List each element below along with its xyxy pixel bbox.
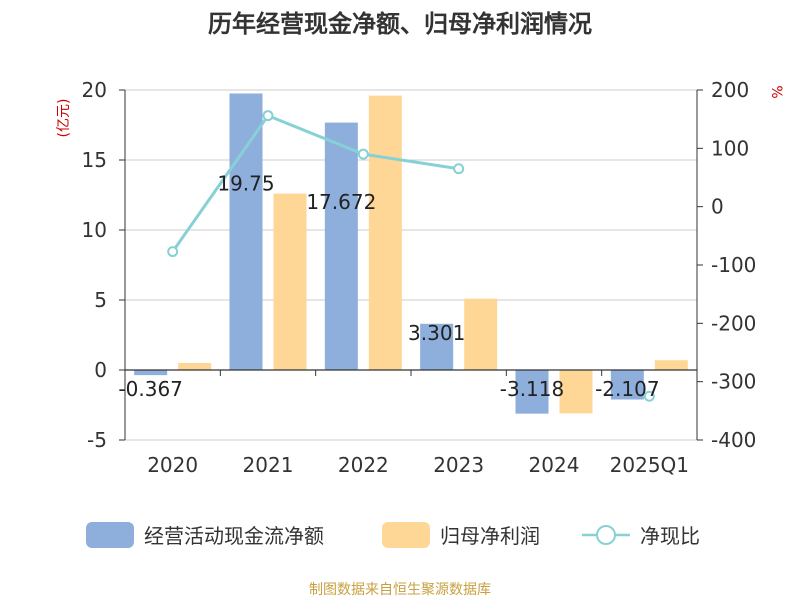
- y-left-axis-label: (亿元): [56, 99, 72, 138]
- data-label-cashflow: 19.75: [217, 171, 274, 195]
- y-right-tick-label: -400: [711, 428, 756, 452]
- y-right-tick-label: -100: [711, 253, 756, 277]
- bar-cashflow: [420, 323, 454, 370]
- bar-profit: [273, 193, 307, 370]
- ratio-point: [643, 390, 655, 402]
- y-left-tick-label: 15: [82, 148, 107, 172]
- legend-label-ratio: 净现比: [640, 524, 700, 548]
- y-right-tick-label: -200: [711, 311, 756, 335]
- data-label-cashflow: 17.672: [306, 190, 376, 214]
- y-right-tick-label: 0: [711, 195, 724, 219]
- ratio-point: [167, 246, 179, 258]
- bar-cashflow: [610, 370, 644, 400]
- x-tick-label: 2025Q1: [610, 453, 689, 477]
- legend-swatch-profit: [382, 522, 430, 548]
- x-tick-label: 2020: [147, 453, 198, 477]
- bar-profit: [654, 360, 688, 370]
- gridlines: [125, 89, 697, 441]
- ratio-line: [167, 110, 655, 402]
- bar-profit: [178, 363, 212, 370]
- y-right-axis-label: %: [768, 85, 784, 98]
- y-right-tick-label: 200: [711, 78, 749, 102]
- bar-cashflow: [229, 93, 263, 370]
- x-tick-label: 2022: [338, 453, 389, 477]
- y-right-tick-label: 100: [711, 136, 749, 160]
- legend: 经营活动现金流净额 归母净利润 净现比: [86, 522, 700, 548]
- y-left-tick-label: 0: [94, 358, 107, 382]
- axes: -5 0 5 10 15 20 -400 -300 -200 -100 0 100 200 2020 202…: [82, 78, 757, 477]
- bar-profit: [559, 370, 593, 414]
- legend-swatch-cashflow: [86, 522, 134, 548]
- legend-label-profit: 归母净利润: [440, 524, 540, 548]
- x-tick-label: 2024: [529, 453, 580, 477]
- source-note: 制图数据来自恒生聚源数据库: [309, 582, 491, 598]
- ratio-point: [262, 110, 274, 122]
- bar-cashflow: [324, 122, 358, 370]
- y-left-tick-label: 20: [82, 78, 107, 102]
- legend-marker-ratio: [596, 525, 616, 545]
- bars: [134, 93, 688, 414]
- ratio-point: [453, 163, 465, 175]
- y-right-tick-label: -300: [711, 370, 756, 394]
- y-left-tick-label: 10: [82, 218, 107, 242]
- bar-cashflow: [515, 370, 549, 414]
- legend-label-cashflow: 经营活动现金流净额: [144, 524, 324, 548]
- bar-cashflow: [134, 370, 168, 376]
- data-label-cashflow: -0.367: [118, 377, 182, 401]
- ratio-line-segment: [171, 113, 459, 253]
- bar-profit: [368, 95, 402, 370]
- y-left-tick-label: 5: [94, 288, 107, 312]
- chart-title: 历年经营现金净额、归母净利润情况: [208, 10, 592, 38]
- data-labels: -0.367 19.75 17.672 3.301 -3.118 -2.107: [118, 171, 659, 401]
- data-label-cashflow: -2.107: [595, 377, 659, 401]
- bar-profit: [464, 298, 498, 370]
- x-tick-label: 2021: [243, 453, 294, 477]
- y-left-tick-label: -5: [87, 428, 107, 452]
- ratio-point: [357, 148, 369, 160]
- data-label-cashflow: 3.301: [408, 321, 465, 345]
- data-label-cashflow: -3.118: [500, 377, 564, 401]
- x-tick-label: 2023: [433, 453, 484, 477]
